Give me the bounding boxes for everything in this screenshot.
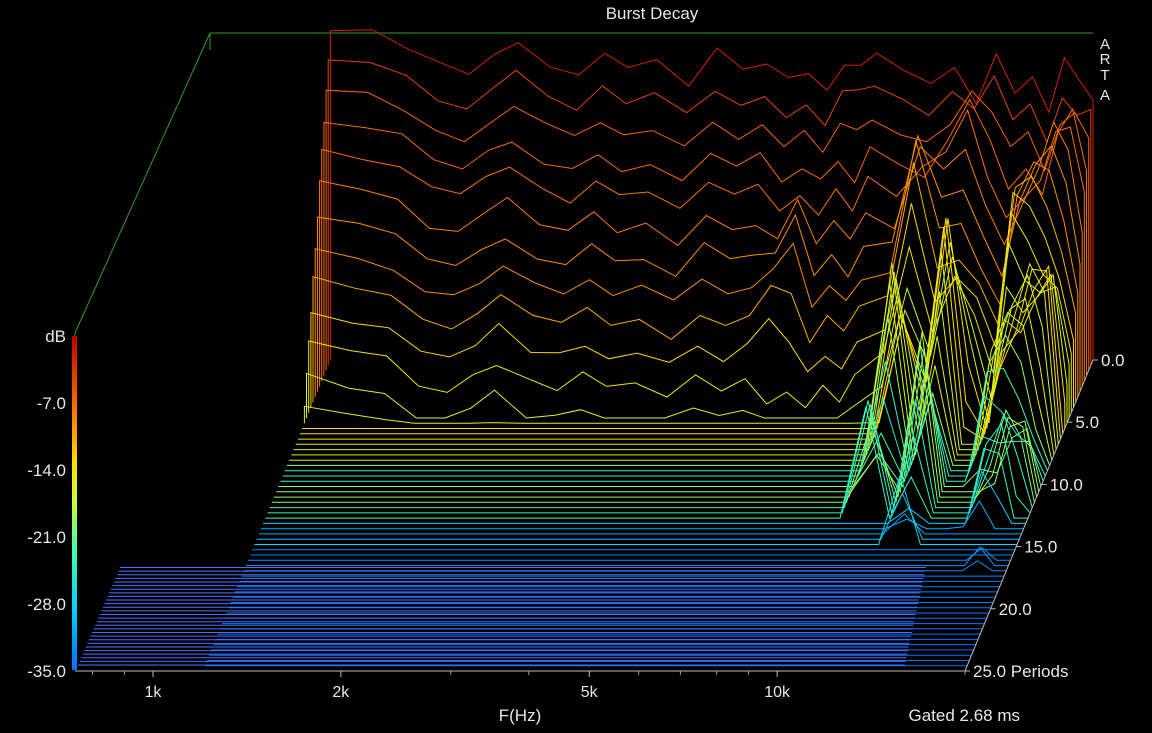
x-tick-label: 10k [764,684,791,701]
x-tick-label: 2k [332,684,350,701]
frame-left-diagonal [74,32,211,334]
chart-title: Burst Decay [606,4,699,23]
decay-slice [271,360,1035,503]
depth-tick-label: 5.0 [1075,413,1099,432]
decay-slice [319,120,1083,387]
watermark-letter: A [1100,87,1110,104]
x-axis-ticks: 1k 2k 5k 10k [91,671,966,701]
decay-slice [261,500,1024,530]
arta-watermark: A R T A [1100,36,1111,104]
x-tick-label: 5k [581,684,599,701]
decay-slice [323,98,1087,376]
watermark-letter: A [1100,36,1110,53]
watermark-letter: R [1100,51,1111,68]
decay-slice [329,29,1094,360]
decay-slice [291,262,1055,456]
dB-axis-ticks: -7.0 -14.0 -21.0 -28.0 -35.0 [27,394,66,681]
decay-slice [248,547,1011,561]
decay-slice [274,341,1038,498]
decay-slice [245,546,1009,567]
dB-tick-label: -28.0 [27,595,66,614]
depth-tick-label: 0.0 [1101,351,1125,370]
depth-tick-label: 20.0 [999,600,1032,619]
depth-axis-ticks: 0.0 5.0 10.0 15.0 20.0 25.0 Periods [965,351,1125,681]
waterfall-slices [78,29,1094,672]
decay-slice [293,271,1057,451]
axes [75,359,1094,672]
decay-slice [254,472,1018,545]
dB-colorbar [72,336,77,670]
decay-slice [269,399,1033,509]
decay-slice [258,513,1022,535]
watermark-letter: T [1100,67,1109,84]
decay-slice [289,283,1053,461]
decay-slice [256,492,1020,540]
depth-tick-label: 10.0 [1050,475,1083,494]
decay-slice [265,406,1028,520]
dB-tick-label: -7.0 [37,394,66,413]
decay-slice [327,59,1092,366]
depth-axis-line [964,359,1094,672]
decay-slice [284,361,1048,473]
decay-slice [263,470,1026,524]
decay-slice [280,365,1044,483]
dB-tick-label: -35.0 [27,662,66,681]
x-axis-label: F(Hz) [499,706,541,725]
x-tick-label: 1k [145,684,163,701]
decay-slice [276,331,1040,494]
decay-slice [282,385,1046,478]
dB-tick-label: -21.0 [27,528,66,547]
dB-label: dB [45,327,66,346]
decay-slice [325,89,1090,371]
depth-tick-label: 25.0 Periods [973,662,1068,681]
decay-slice [267,400,1031,514]
depth-tick-label: 15.0 [1024,538,1057,557]
decay-slice [308,210,1072,413]
decay-slice [278,348,1042,488]
footer-gated: Gated 2.68 ms [908,706,1020,725]
decay-slice [287,314,1051,466]
dB-tick-label: -14.0 [27,461,66,480]
decay-slice [314,140,1079,397]
